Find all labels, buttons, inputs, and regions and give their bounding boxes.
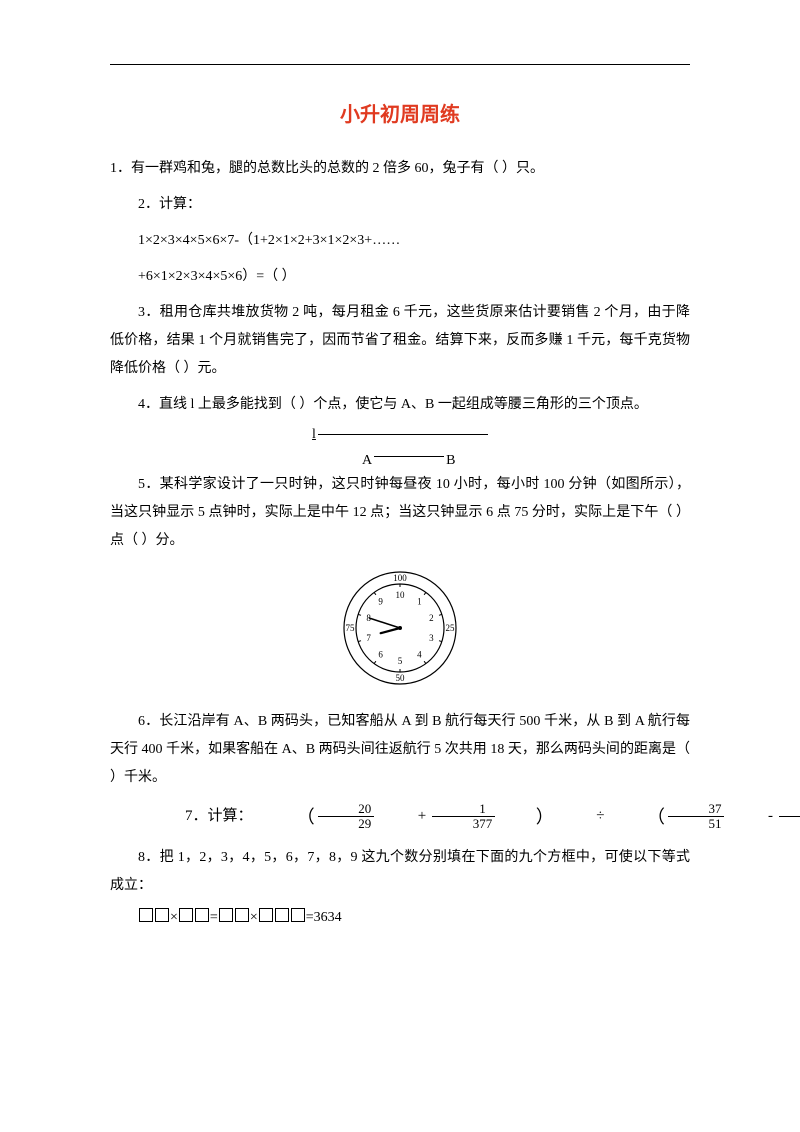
question-2-line1: 1×2×3×4×5×6×7-（1+2×1×2+3×1×2×3+……	[110, 227, 690, 255]
svg-text:4: 4	[417, 650, 422, 660]
line-diagram: l AB	[110, 427, 690, 469]
question-7-expression: （2029+1377）÷（3751-6691）÷18÷1012	[258, 808, 800, 824]
svg-text:2: 2	[429, 613, 434, 623]
question-2-line2: +6×1×2×3×4×5×6）=（ ）	[110, 263, 690, 291]
question-6: 6．长江沿岸有 A、B 两码头，已知客船从 A 到 B 航行每天行 500 千米…	[110, 708, 690, 792]
segment-ab: AB	[362, 453, 488, 469]
question-8-boxes: ×=×=3634	[110, 908, 690, 926]
clock-svg: 10025507510123456789	[335, 563, 465, 693]
svg-text:1: 1	[417, 596, 422, 606]
svg-text:3: 3	[429, 633, 434, 643]
svg-text:75: 75	[346, 623, 356, 633]
svg-text:100: 100	[393, 573, 407, 583]
question-7-label: 7．计算：	[148, 809, 253, 824]
svg-text:6: 6	[378, 650, 383, 660]
question-5: 5．某科学家设计了一只时钟，这只时钟每昼夜 10 小时，每小时 100 分钟（如…	[110, 471, 690, 555]
question-1: 1．有一群鸡和兔，腿的总数比头的总数的 2 倍多 60，兔子有（ ）只。	[110, 155, 690, 183]
svg-text:7: 7	[366, 633, 371, 643]
svg-text:25: 25	[446, 623, 456, 633]
point-a: A	[362, 453, 372, 468]
question-8: 8．把 1，2，3，4，5，6，7，8，9 这九个数分别填在下面的九个方框中，可…	[110, 844, 690, 900]
question-2-label: 2．计算：	[110, 191, 690, 219]
point-b: B	[446, 453, 455, 468]
line-l: l	[312, 427, 488, 443]
svg-text:5: 5	[398, 656, 403, 666]
question-4: 4．直线 l 上最多能找到（ ）个点，使它与 A、B 一起组成等腰三角形的三个顶…	[110, 391, 690, 419]
line-label-l: l	[312, 427, 316, 442]
svg-text:10: 10	[396, 590, 406, 600]
svg-text:50: 50	[396, 673, 406, 683]
page-title: 小升初周周练	[110, 98, 690, 127]
top-rule	[110, 64, 690, 65]
clock-diagram: 10025507510123456789	[110, 563, 690, 698]
svg-text:9: 9	[378, 596, 383, 606]
question-3: 3．租用仓库共堆放货物 2 吨，每月租金 6 千元，这些货原来估计要销售 2 个…	[110, 299, 690, 383]
page: 小升初周周练 1．有一群鸡和兔，腿的总数比头的总数的 2 倍多 60，兔子有（ …	[0, 0, 800, 1132]
question-7: 7．计算： （2029+1377）÷（3751-6691）÷18÷1012 =（…	[110, 802, 690, 832]
